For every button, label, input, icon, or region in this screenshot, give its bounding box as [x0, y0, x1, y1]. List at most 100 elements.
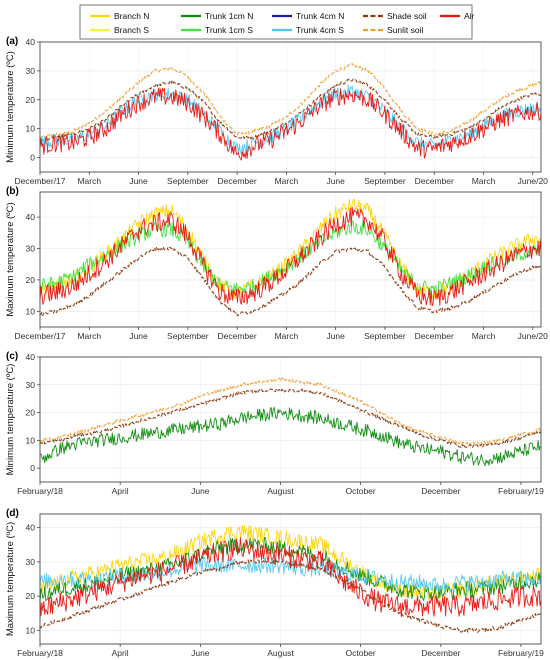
x-tick-label: December/17: [14, 176, 65, 186]
legend-item: Trunk 4cm S: [272, 25, 344, 35]
x-tick-label: September: [167, 176, 209, 186]
legend-item: Sunlit soil: [363, 25, 423, 35]
series-line-trunk-4cm-s: [39, 84, 542, 156]
legend-box: [79, 4, 473, 40]
x-tick-label: June: [326, 176, 345, 186]
y-tick-label: 20: [26, 408, 36, 418]
x-tick-label: June: [129, 331, 148, 341]
legend-label: Air: [464, 11, 475, 21]
series-line-shade-soil: [39, 78, 541, 142]
plot-frame: [39, 191, 542, 328]
legend-label: Branch N: [114, 11, 149, 21]
x-tick-label: March: [472, 176, 496, 186]
x-tick-label: December: [421, 648, 460, 658]
legend-label: Trunk 1cm N: [205, 11, 253, 21]
x-tick-label: April: [112, 648, 129, 658]
series-line-sunlit-soil: [39, 377, 542, 446]
legend-item: Trunk 4cm N: [272, 11, 344, 21]
x-tick-label: June/20: [518, 331, 549, 341]
y-tick-label: 20: [26, 95, 36, 105]
y-tick-label: 40: [26, 37, 36, 47]
x-tick-label: March: [77, 176, 101, 186]
y-tick-label: 20: [26, 275, 36, 285]
x-tick-label: June: [129, 176, 148, 186]
legend-item: Shade soil: [363, 11, 427, 21]
x-tick-label: February/19: [498, 486, 544, 496]
legend-label: Trunk 1cm S: [205, 25, 253, 35]
y-tick-label: 40: [26, 352, 36, 362]
plot-frame: [39, 513, 542, 645]
y-tick-label: 30: [26, 244, 36, 254]
x-tick-label: August: [267, 648, 294, 658]
x-tick-label: March: [275, 176, 299, 186]
y-tick-label: 30: [26, 380, 36, 390]
y-tick-label: 10: [26, 306, 36, 316]
series-line-trunk-1cm-n: [39, 406, 542, 467]
plot-area: [40, 42, 541, 172]
legend-item: Air: [440, 11, 475, 21]
x-tick-label: September: [167, 331, 209, 341]
x-tick-label: December/17: [14, 331, 65, 341]
plot-area: [40, 192, 541, 327]
legend-label: Sunlit soil: [387, 25, 423, 35]
panel-tag: (c): [6, 351, 18, 362]
y-tick-label: 0: [30, 153, 35, 163]
x-tick-label: September: [364, 176, 406, 186]
x-tick-label: February/18: [17, 648, 63, 658]
x-tick-label: December: [415, 176, 454, 186]
x-tick-label: March: [275, 331, 299, 341]
series-line-air: [39, 206, 542, 307]
series-line-air: [39, 537, 542, 618]
y-axis-label: Minimum temperature (ºC): [5, 364, 16, 476]
x-tick-label: September: [364, 331, 406, 341]
plot-area: [40, 357, 541, 482]
series-line-shade-soil: [39, 246, 542, 317]
x-tick-label: March: [77, 331, 101, 341]
plot-frame: [39, 356, 542, 483]
legend-item: Branch N: [90, 11, 149, 21]
panel-a: 0 10 20 30 40 December/17 March June September De…: [5, 36, 548, 186]
x-tick-label: March: [472, 331, 496, 341]
x-tick-label: October: [346, 648, 376, 658]
panel-tag: (d): [6, 508, 19, 519]
legend-item: Trunk 1cm N: [181, 11, 253, 21]
y-tick-label: 40: [26, 212, 36, 222]
x-tick-label: December: [218, 331, 257, 341]
x-tick-label: June/20: [518, 176, 549, 186]
x-tick-label: February/19: [498, 648, 544, 658]
x-tick-label: June: [326, 331, 345, 341]
legend-label: Branch S: [114, 25, 149, 35]
y-axis-label: Maximum temperature (ºC): [5, 522, 16, 636]
plot-frame: [39, 41, 542, 173]
panel-tag: (a): [6, 36, 18, 47]
y-tick-label: 30: [26, 66, 36, 76]
series-line-shade-soil: [39, 388, 542, 449]
legend-label: Trunk 4cm N: [296, 11, 344, 21]
x-tick-label: December: [415, 331, 454, 341]
series-line-sunlit-soil: [39, 62, 542, 139]
x-tick-label: December: [218, 176, 257, 186]
y-tick-label: 10: [26, 124, 36, 134]
y-tick-label: 0: [30, 463, 35, 473]
x-tick-label: June: [191, 648, 210, 658]
series-line-trunk-4cm-s: [39, 556, 542, 592]
y-tick-label: 10: [26, 625, 36, 635]
legend-label: Shade soil: [387, 11, 427, 21]
x-tick-label: August: [267, 486, 294, 496]
legend-item: Branch S: [90, 25, 149, 35]
y-tick-label: 10: [26, 435, 36, 445]
y-tick-label: 40: [26, 523, 36, 533]
panel-d: 10 20 30 40 February/18 April June August Octobe…: [5, 508, 544, 658]
panel-c: 0 10 20 30 40 February/18 April June August Octob…: [5, 351, 544, 496]
legend-item: Trunk 1cm S: [181, 25, 253, 35]
x-tick-label: October: [346, 486, 376, 496]
series-line-air: [39, 87, 542, 161]
x-tick-label: June: [191, 486, 210, 496]
x-tick-label: December: [421, 486, 460, 496]
legend-label: Trunk 4cm S: [296, 25, 344, 35]
y-tick-label: 30: [26, 557, 36, 567]
panel-b: 10 20 30 40 December/17 March June September Dec…: [5, 186, 548, 341]
y-axis-label: Maximum temperature (ºC): [5, 202, 16, 316]
